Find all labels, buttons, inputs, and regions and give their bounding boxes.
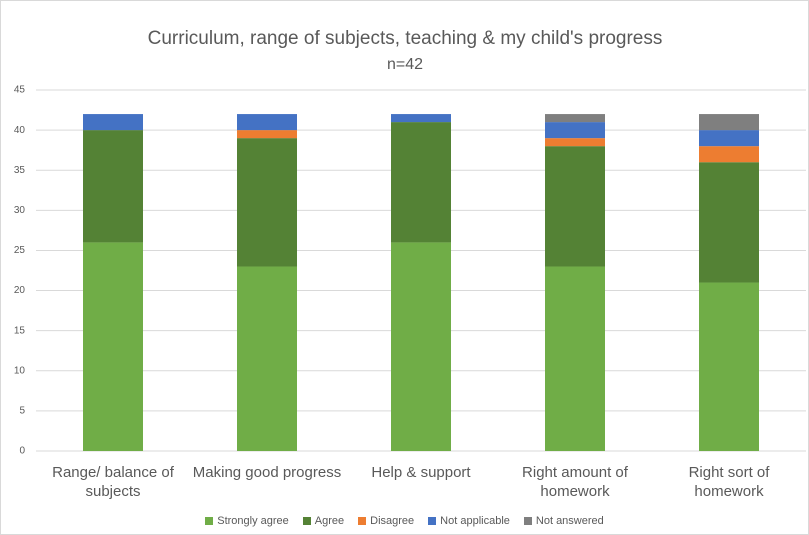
y-tick-label: 5 xyxy=(19,406,25,417)
x-tick-label: Right amount of homework xyxy=(522,464,628,500)
bar-segment xyxy=(83,130,143,243)
legend: Strongly agree Agree Disagree Not applicabl… xyxy=(1,515,808,527)
legend-item: Not answered xyxy=(523,515,604,527)
y-tick-label: 20 xyxy=(14,285,26,296)
bar-segment xyxy=(699,114,759,131)
legend-label: Agree xyxy=(314,515,345,527)
bar-segment xyxy=(237,114,297,131)
bar-segment xyxy=(699,282,759,451)
bar-segment xyxy=(237,138,297,267)
bar-segment xyxy=(545,138,605,147)
x-tick-label: Making good progress xyxy=(192,464,342,481)
bar-segment xyxy=(545,146,605,267)
y-tick-label: 45 xyxy=(14,85,26,96)
legend-item: Agree xyxy=(302,515,345,527)
y-tick-label: 10 xyxy=(14,365,26,376)
bar-segment xyxy=(391,122,451,243)
y-tick-label: 0 xyxy=(19,446,25,457)
x-tick-label: Right sort of homework xyxy=(688,464,770,500)
legend-swatch xyxy=(358,517,367,525)
legend-swatch xyxy=(428,517,437,525)
bar-segment xyxy=(391,242,451,451)
legend-swatch xyxy=(523,517,532,525)
y-tick-label: 15 xyxy=(14,325,26,336)
legend-label: Not answered xyxy=(535,515,604,527)
bar-segment xyxy=(391,114,451,123)
bar-segment xyxy=(699,130,759,147)
chart-subtitle: n=42 xyxy=(387,56,423,73)
bar-segment xyxy=(545,122,605,139)
legend-item: Strongly agree xyxy=(205,515,289,527)
y-tick-label: 40 xyxy=(14,125,26,136)
x-tick-label: Help & support xyxy=(371,464,471,481)
chart-title: Curriculum, range of subjects, teaching … xyxy=(148,28,663,49)
bar-segment xyxy=(83,242,143,451)
y-tick-label: 35 xyxy=(14,165,26,176)
x-tick-label: Range/ balance of subjects xyxy=(52,464,174,500)
legend-label: Not applicable xyxy=(440,515,510,527)
bar-segment xyxy=(237,130,297,139)
bar-segment xyxy=(699,146,759,163)
legend-label: Disagree xyxy=(370,515,415,527)
legend-swatch xyxy=(205,517,214,525)
bar-segment xyxy=(545,266,605,451)
bar-segment xyxy=(699,162,759,283)
legend-swatch xyxy=(302,517,311,525)
legend-item: Not applicable xyxy=(428,515,510,527)
legend-item: Disagree xyxy=(358,515,414,527)
bar-segment xyxy=(237,266,297,451)
legend-label: Strongly agree xyxy=(217,515,289,527)
y-tick-label: 25 xyxy=(14,245,26,256)
bar-segment xyxy=(83,114,143,131)
y-tick-label: 30 xyxy=(14,205,26,216)
bar-segment xyxy=(545,114,605,123)
